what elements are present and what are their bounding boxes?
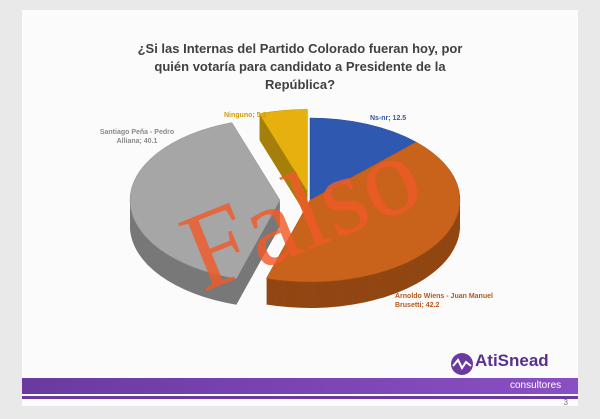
logo-subtitle: consultores bbox=[510, 380, 561, 391]
data-label: Santiago Peña - Pedro Alliana; 40.1 bbox=[99, 129, 175, 145]
pie bbox=[129, 109, 461, 308]
data-label: Ninguno; 5.2 bbox=[224, 112, 267, 119]
logo-icon bbox=[451, 353, 473, 375]
slice bbox=[309, 117, 417, 201]
footer-bar bbox=[22, 378, 578, 394]
data-label: Ns-nr; 12.5 bbox=[370, 115, 407, 122]
slide bbox=[22, 10, 578, 406]
logo-name: AtiSnead bbox=[475, 351, 549, 370]
logo-wave bbox=[452, 358, 472, 370]
slice bbox=[129, 122, 281, 279]
slice bbox=[265, 141, 461, 283]
chart-title: ¿Si las Internas del Partido Colorado fu… bbox=[137, 41, 463, 92]
slice bbox=[258, 109, 308, 193]
footer-line bbox=[22, 396, 578, 399]
page-number: 3 bbox=[564, 398, 569, 407]
data-label: Arnoldo Wiens - Juan Manuel Brusetti; 42… bbox=[395, 293, 493, 309]
